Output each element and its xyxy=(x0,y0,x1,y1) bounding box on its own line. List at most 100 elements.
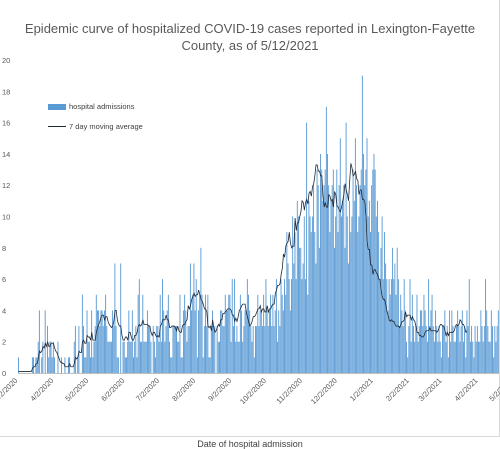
bar xyxy=(267,326,269,373)
x-tick-label: 3/2/2021 xyxy=(417,376,444,403)
bar xyxy=(33,357,35,373)
bar xyxy=(340,216,342,373)
bar xyxy=(38,310,40,373)
bar xyxy=(301,279,303,373)
bar xyxy=(85,357,87,373)
bar xyxy=(200,247,202,373)
x-tick-label: 4/2/2021 xyxy=(453,376,480,403)
bar xyxy=(31,357,33,373)
bar xyxy=(481,326,483,373)
bar xyxy=(94,326,96,373)
bar xyxy=(78,326,80,373)
bar xyxy=(184,294,186,373)
bar xyxy=(100,310,102,373)
bar xyxy=(371,185,373,373)
bar xyxy=(181,357,183,373)
bar xyxy=(292,216,294,373)
bar xyxy=(390,279,392,373)
bar xyxy=(382,279,384,373)
bar xyxy=(106,326,108,373)
bar xyxy=(450,341,452,373)
bar xyxy=(388,279,390,373)
bar xyxy=(475,341,477,373)
y-tick-label: 18 xyxy=(2,87,10,96)
bar xyxy=(423,294,425,373)
bar xyxy=(73,341,75,373)
bar xyxy=(67,357,69,373)
bar xyxy=(357,232,359,373)
y-tick-label: 0 xyxy=(2,369,6,378)
bar xyxy=(256,326,258,373)
bar xyxy=(180,357,182,373)
y-tick-label: 14 xyxy=(2,150,10,159)
bar xyxy=(497,310,499,373)
bar xyxy=(445,341,447,373)
bar xyxy=(97,310,98,373)
bar xyxy=(358,216,360,373)
bar xyxy=(131,310,133,373)
bar xyxy=(193,263,195,373)
chart-title-line-1: Epidemic curve of hospitalized COVID-19 … xyxy=(24,21,476,36)
bar xyxy=(309,216,311,373)
bar xyxy=(428,279,430,373)
chart-title-line-2: County, as of 5/12/2021 xyxy=(181,38,319,53)
bar xyxy=(457,310,459,373)
x-tick-label: 4/2/2020 xyxy=(28,376,55,403)
bar xyxy=(315,263,317,373)
bar xyxy=(415,326,417,373)
bar xyxy=(105,294,107,373)
x-tick-label: 6/2/2020 xyxy=(99,376,126,403)
bar xyxy=(162,279,163,373)
bar xyxy=(143,341,145,373)
bar xyxy=(41,357,43,373)
bar xyxy=(367,216,369,373)
bar xyxy=(464,326,466,373)
bar xyxy=(227,310,229,373)
bar xyxy=(268,310,270,373)
bar xyxy=(363,153,364,373)
bar xyxy=(291,279,292,373)
bar xyxy=(50,341,52,373)
bar xyxy=(317,185,319,373)
bar xyxy=(489,341,491,373)
bar xyxy=(409,279,411,373)
bar xyxy=(462,341,464,373)
bar xyxy=(374,169,376,373)
bar xyxy=(238,341,240,373)
bar xyxy=(426,341,428,373)
bar xyxy=(52,341,54,373)
bar xyxy=(284,279,285,373)
bar xyxy=(232,326,234,373)
bar xyxy=(437,341,439,373)
bar xyxy=(433,341,435,373)
bar xyxy=(141,341,143,373)
bar xyxy=(213,326,215,373)
bar xyxy=(289,310,291,373)
bar xyxy=(207,294,209,373)
bar xyxy=(48,357,50,373)
bar xyxy=(93,341,95,373)
bar xyxy=(107,341,109,373)
bar xyxy=(288,279,290,373)
bar xyxy=(480,310,482,373)
bar xyxy=(144,341,146,373)
bar xyxy=(286,232,288,373)
bar xyxy=(323,185,325,373)
bar xyxy=(461,310,463,373)
bar xyxy=(296,200,298,373)
bar xyxy=(311,216,313,373)
bar xyxy=(88,341,90,373)
bar xyxy=(217,341,219,373)
bar xyxy=(235,341,237,373)
bar xyxy=(138,279,140,373)
bar xyxy=(69,357,71,373)
legend-label-admissions: hospital admissions xyxy=(69,102,135,111)
bar xyxy=(310,232,312,373)
bar xyxy=(366,138,368,373)
bar xyxy=(346,216,348,373)
bar xyxy=(413,326,414,373)
bar-series xyxy=(18,75,499,374)
bar xyxy=(303,216,305,373)
bar xyxy=(122,341,124,373)
